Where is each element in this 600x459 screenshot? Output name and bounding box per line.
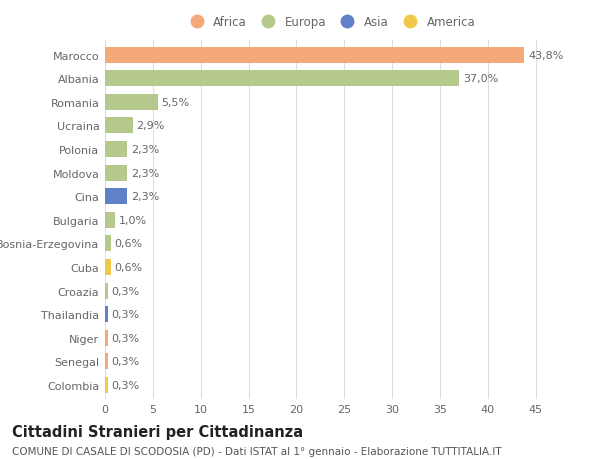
Bar xyxy=(105,189,127,205)
Text: 2,3%: 2,3% xyxy=(131,145,159,155)
Text: Cittadini Stranieri per Cittadinanza: Cittadini Stranieri per Cittadinanza xyxy=(12,425,303,440)
Bar xyxy=(105,118,133,134)
Bar xyxy=(105,71,459,87)
Text: 2,3%: 2,3% xyxy=(131,192,159,202)
Bar xyxy=(105,283,108,299)
Bar xyxy=(105,353,108,369)
Bar xyxy=(105,330,108,346)
Text: 1,0%: 1,0% xyxy=(118,215,146,225)
Text: 0,6%: 0,6% xyxy=(115,239,143,249)
Bar xyxy=(105,259,111,275)
Bar xyxy=(105,95,158,111)
Bar xyxy=(105,47,524,63)
Text: 5,5%: 5,5% xyxy=(161,98,190,107)
Text: 37,0%: 37,0% xyxy=(463,74,499,84)
Bar xyxy=(105,307,108,323)
Text: 0,3%: 0,3% xyxy=(112,286,140,296)
Bar xyxy=(105,377,108,393)
Bar xyxy=(105,165,127,181)
Text: 0,3%: 0,3% xyxy=(112,309,140,319)
Text: 2,3%: 2,3% xyxy=(131,168,159,178)
Text: COMUNE DI CASALE DI SCODOSIA (PD) - Dati ISTAT al 1° gennaio - Elaborazione TUTT: COMUNE DI CASALE DI SCODOSIA (PD) - Dati… xyxy=(12,446,502,456)
Text: 2,9%: 2,9% xyxy=(137,121,165,131)
Text: 0,3%: 0,3% xyxy=(112,333,140,343)
Legend: Africa, Europa, Asia, America: Africa, Europa, Asia, America xyxy=(182,13,478,31)
Bar xyxy=(105,236,111,252)
Text: 0,3%: 0,3% xyxy=(112,357,140,367)
Text: 0,6%: 0,6% xyxy=(115,263,143,273)
Text: 43,8%: 43,8% xyxy=(528,50,563,61)
Text: 0,3%: 0,3% xyxy=(112,380,140,390)
Bar xyxy=(105,142,127,157)
Bar xyxy=(105,213,115,228)
